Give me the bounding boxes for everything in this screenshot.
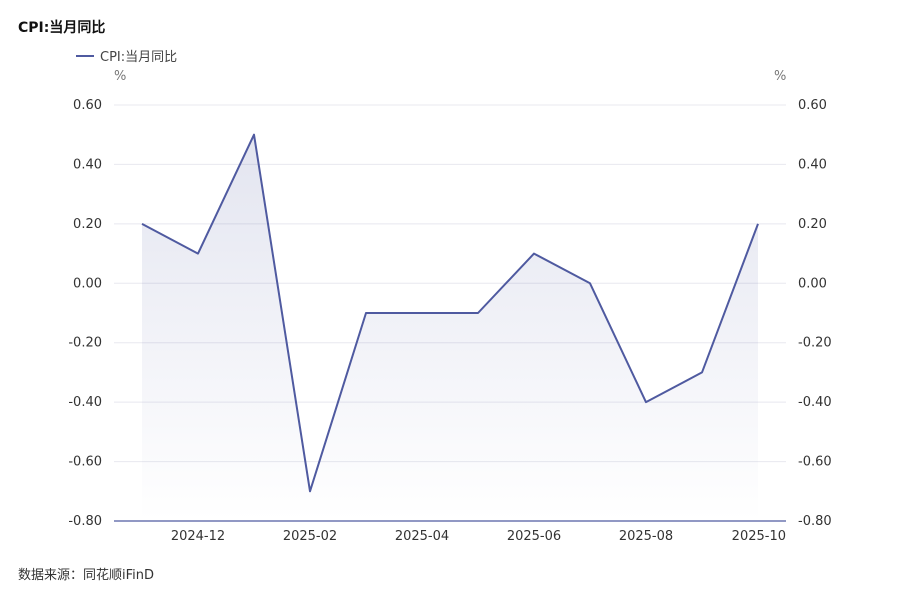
y-tick-label-right: -0.60 [798, 455, 832, 470]
x-tick-label: 2025-06 [507, 529, 561, 544]
y-unit-right: % [774, 69, 787, 84]
legend[interactable]: CPI:当月同比 [76, 46, 177, 65]
y-axis-left-ticks: 0.60 0.40 0.20 0.00 -0.20 -0.40 -0.60 -0.80 [68, 98, 102, 529]
y-tick-label-left: 0.40 [73, 157, 102, 172]
y-tick-label-right: 0.60 [798, 98, 827, 113]
y-tick-label-left: -0.80 [68, 514, 102, 529]
y-tick-label-right: -0.40 [798, 395, 832, 410]
y-axis-right-ticks: 0.60 0.40 0.20 0.00 -0.20 -0.40 -0.60 -0.80 [798, 98, 832, 529]
x-tick-label: 2025-08 [619, 529, 673, 544]
y-tick-label-left: -0.20 [68, 336, 102, 351]
series-area [142, 134, 758, 521]
y-tick-label-right: -0.80 [798, 514, 832, 529]
x-axis-ticks: 2024-12 2025-02 2025-04 2025-06 2025-08 2025-… [171, 529, 786, 544]
y-tick-label-left: 0.00 [73, 276, 102, 291]
y-tick-label-right: 0.40 [798, 157, 827, 172]
y-tick-label-right: 0.00 [798, 276, 827, 291]
data-source: 数据来源：同花顺iFinD [18, 568, 155, 583]
legend-swatch [76, 54, 94, 57]
series-line [141, 133, 759, 493]
y-tick-label-left: 0.20 [73, 217, 102, 232]
x-tick-label: 2025-04 [395, 529, 449, 544]
y-tick-label-right: -0.20 [798, 336, 832, 351]
y-tick-label-right: 0.20 [798, 217, 827, 232]
y-tick-label-left: -0.60 [68, 455, 102, 470]
y-tick-label-left: 0.60 [73, 98, 102, 113]
legend-label: CPI:当月同比 [100, 50, 178, 65]
y-unit-left: % [114, 69, 127, 84]
x-tick-label: 2024-12 [171, 529, 225, 544]
area-fill-layer [142, 134, 758, 521]
x-tick-label: 2025-10 [732, 529, 786, 544]
chart-title: CPI:当月同比 [18, 20, 106, 36]
x-tick-label: 2025-02 [283, 529, 337, 544]
y-tick-label-left: -0.40 [68, 395, 102, 410]
series-line-layer [141, 133, 759, 493]
